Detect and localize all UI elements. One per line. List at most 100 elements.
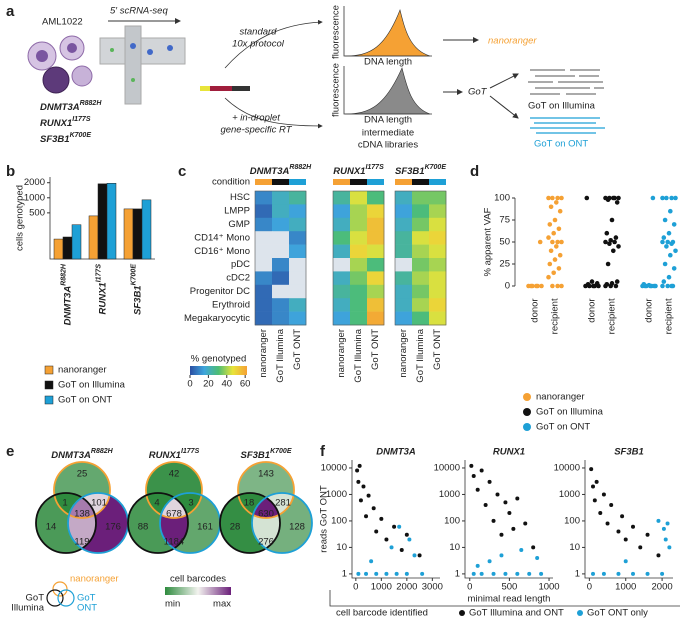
venn-count: 3 — [188, 498, 193, 509]
point — [358, 498, 363, 503]
point — [592, 498, 597, 503]
row-label: Megakaryocytic — [184, 313, 250, 324]
point — [374, 529, 379, 534]
heatmap-title-variant: K700E — [425, 164, 447, 171]
heatmap-cell — [412, 204, 430, 219]
row-label: cDC2 — [226, 273, 250, 284]
point — [356, 479, 361, 484]
point — [355, 468, 360, 473]
point — [546, 195, 551, 201]
venn-count: 138 — [74, 509, 90, 520]
point — [668, 208, 673, 214]
axis — [343, 66, 432, 115]
heatmap-cell — [429, 244, 447, 259]
venn-title-gene: RUNX1 — [149, 450, 181, 461]
axis-label: fluorescence — [331, 5, 342, 59]
heatmap-cell — [367, 217, 385, 232]
point — [631, 571, 635, 576]
point — [603, 283, 608, 289]
column-label: GoT ONT — [370, 329, 381, 370]
heatmap-cell — [395, 191, 413, 205]
point — [603, 239, 608, 245]
point — [548, 204, 554, 210]
row-label: LMPP — [224, 206, 250, 217]
x-tick-label: 0 — [467, 582, 472, 593]
y-tick-label: 1000 — [326, 489, 347, 500]
point — [546, 235, 551, 240]
legend-swatch — [44, 365, 54, 375]
venn-title-variant: R882H — [91, 448, 114, 455]
point — [663, 537, 668, 542]
heatmap-title-gene: RUNX1 — [333, 166, 365, 177]
point — [555, 195, 560, 201]
point — [613, 235, 619, 240]
venn-count: 128 — [289, 522, 305, 533]
point — [616, 571, 621, 576]
venn-count: 119 — [74, 537, 89, 548]
point — [645, 571, 650, 576]
heatmap-cell — [255, 298, 273, 312]
got-label: GoT — [468, 87, 488, 98]
chart-title: DNMT3A — [376, 447, 416, 458]
point — [611, 248, 616, 254]
point — [559, 239, 564, 245]
panel-label: c — [178, 163, 186, 180]
point — [515, 496, 520, 501]
point — [604, 230, 610, 236]
heatmap-cell — [333, 311, 351, 326]
heatmap-cell — [350, 258, 368, 272]
legend-marker — [459, 610, 465, 616]
axis — [584, 460, 673, 579]
point — [584, 195, 590, 201]
heatmap-cell — [429, 311, 447, 326]
standard-label: standard — [240, 27, 278, 38]
x-tick-label: RUNX1I177S — [95, 264, 108, 315]
heatmap-cell — [333, 271, 351, 286]
point — [671, 266, 677, 271]
point — [515, 571, 520, 576]
point — [611, 195, 616, 201]
heatmap-cell — [255, 204, 273, 219]
venn-count: 630 — [258, 509, 274, 520]
venn-outline — [219, 492, 281, 554]
heatmap-cell — [272, 244, 290, 259]
point — [559, 283, 564, 289]
x-tick-label: 2000 — [652, 582, 673, 593]
point — [417, 553, 422, 558]
heatmap-cell — [412, 271, 430, 286]
point — [664, 244, 669, 249]
column-label: GoT ONT — [292, 329, 303, 370]
heatmap-cell — [350, 298, 368, 312]
point — [475, 563, 480, 568]
point — [483, 502, 488, 507]
point — [585, 281, 591, 287]
colorbar-label: cell barcodes — [170, 574, 226, 585]
bead — [131, 78, 135, 82]
reads — [528, 69, 604, 95]
point — [667, 545, 672, 550]
point — [361, 484, 366, 489]
point — [519, 547, 524, 552]
heatmap-cell — [367, 244, 385, 259]
size-distribution — [344, 9, 431, 57]
x-tick-label: 0 — [353, 582, 358, 593]
heatmap-cell — [289, 271, 307, 286]
colorbar-tick-label: 60 — [240, 379, 251, 390]
heatmap-cell — [272, 284, 290, 299]
point — [638, 545, 643, 550]
heatmap-title: RUNX1I177S — [333, 164, 384, 177]
heatmap-cell — [367, 191, 385, 205]
point — [471, 571, 476, 576]
venn-count: 25 — [77, 469, 88, 480]
heatmap-cell — [289, 284, 307, 299]
bead — [130, 43, 136, 49]
heatmap-cell — [350, 311, 368, 326]
bar — [71, 224, 82, 260]
venn-center — [252, 493, 280, 518]
standard-label: 10x protocol — [232, 39, 285, 50]
point — [666, 230, 672, 236]
point — [471, 473, 476, 478]
point — [661, 526, 666, 531]
point — [555, 283, 560, 289]
x-tick-label-variant: K700E — [130, 264, 137, 286]
